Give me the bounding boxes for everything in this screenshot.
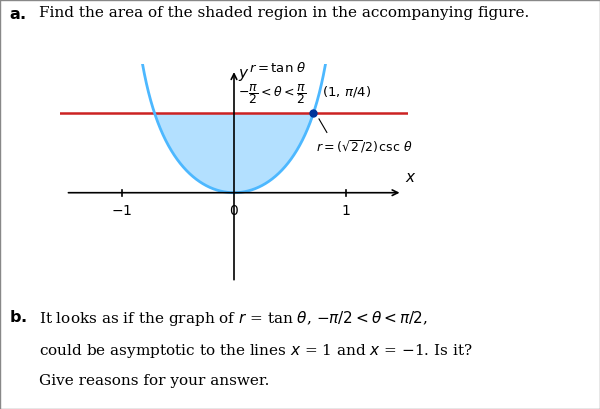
Text: $-\dfrac{\pi}{2} < \theta < \dfrac{\pi}{2}$: $-\dfrac{\pi}{2} < \theta < \dfrac{\pi}{… bbox=[238, 82, 307, 106]
Text: Give reasons for your answer.: Give reasons for your answer. bbox=[39, 374, 269, 388]
Text: Find the area of the shaded region in the accompanying figure.: Find the area of the shaded region in th… bbox=[39, 6, 529, 20]
Text: $0$: $0$ bbox=[229, 204, 239, 218]
Text: $-1$: $-1$ bbox=[111, 204, 133, 218]
Text: It looks as if the graph of $r$ = tan $\theta$, $-\pi/2 < \theta < \pi/2$,: It looks as if the graph of $r$ = tan $\… bbox=[39, 309, 428, 328]
Text: $r = (\sqrt{2}/2)\,\csc\,\theta$: $r = (\sqrt{2}/2)\,\csc\,\theta$ bbox=[316, 138, 412, 155]
Polygon shape bbox=[155, 113, 313, 193]
Text: could be asymptotic to the lines $x$ = 1 and $x$ = $-$1. Is it?: could be asymptotic to the lines $x$ = 1… bbox=[39, 342, 473, 360]
Text: $\mathbf{a.}$: $\mathbf{a.}$ bbox=[9, 6, 26, 23]
Text: $\mathbf{b.}$: $\mathbf{b.}$ bbox=[9, 309, 27, 326]
Text: $(1,\,\pi/4)$: $(1,\,\pi/4)$ bbox=[322, 84, 372, 99]
Text: $x$: $x$ bbox=[404, 171, 416, 185]
Text: $y$: $y$ bbox=[238, 67, 250, 83]
Text: $1$: $1$ bbox=[341, 204, 351, 218]
Text: $r = \tan\,\theta$: $r = \tan\,\theta$ bbox=[248, 61, 306, 75]
